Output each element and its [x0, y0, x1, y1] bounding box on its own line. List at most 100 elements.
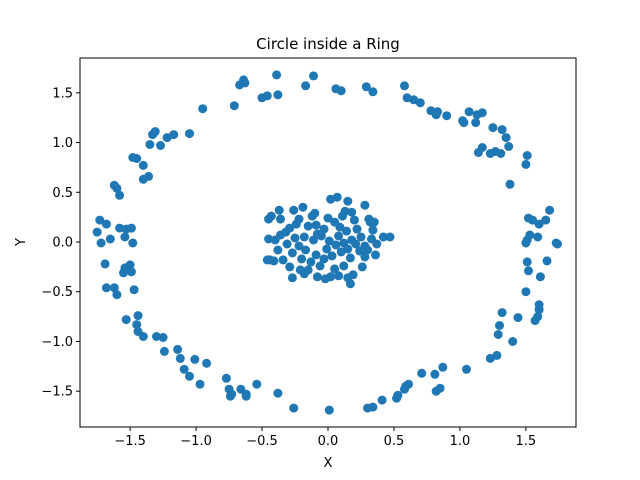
- data-point: [331, 84, 341, 94]
- data-point: [297, 254, 307, 264]
- data-point: [360, 200, 370, 210]
- data-point: [464, 107, 474, 117]
- data-point: [521, 238, 531, 248]
- data-point: [281, 227, 291, 237]
- data-point: [545, 205, 555, 215]
- data-point: [133, 311, 143, 321]
- data-point: [473, 148, 483, 157]
- data-point: [158, 333, 168, 342]
- data-point: [95, 215, 105, 225]
- data-point: [301, 81, 311, 91]
- data-point: [553, 239, 562, 249]
- data-point: [121, 224, 131, 234]
- data-point: [138, 160, 148, 170]
- x-tick-label: −1.0: [180, 434, 212, 449]
- y-axis: −1.5 −1.0 −0.5 0.0 0.5 1.0 1.5: [41, 86, 80, 400]
- data-point: [132, 320, 142, 330]
- y-tick-label: 0.5: [52, 186, 73, 201]
- data-point: [367, 234, 376, 244]
- data-point: [96, 238, 106, 248]
- data-point: [522, 257, 532, 267]
- data-point: [312, 229, 322, 239]
- data-point: [345, 279, 355, 289]
- data-point: [264, 234, 274, 244]
- y-tick-label: −1.0: [41, 335, 73, 350]
- data-point: [497, 308, 507, 318]
- data-point: [534, 300, 544, 310]
- data-point: [190, 354, 200, 364]
- data-point: [120, 232, 130, 242]
- data-point: [145, 140, 155, 149]
- data-point: [352, 224, 362, 234]
- data-point: [355, 246, 365, 256]
- data-point: [115, 190, 125, 200]
- data-point: [319, 254, 329, 264]
- data-point: [361, 82, 371, 92]
- data-point: [521, 287, 531, 297]
- x-axis: −1.5 −1.0 −0.5 0.0 0.5 1.0 1.5: [114, 427, 536, 449]
- data-point: [377, 395, 387, 405]
- data-point: [195, 379, 205, 389]
- data-point: [320, 274, 330, 284]
- data-point: [121, 315, 131, 325]
- data-point: [330, 264, 340, 274]
- data-point: [541, 215, 551, 225]
- x-tick-label: 0.0: [318, 434, 339, 449]
- data-point: [524, 266, 533, 276]
- data-point: [185, 129, 194, 139]
- points-layer: [92, 70, 562, 415]
- y-tick-label: 1.5: [52, 86, 73, 101]
- data-point: [393, 390, 403, 400]
- data-point: [368, 225, 378, 235]
- x-tick-label: 0.5: [384, 434, 405, 449]
- data-point: [315, 261, 325, 271]
- data-point: [266, 211, 276, 221]
- data-point: [338, 211, 347, 221]
- data-point: [307, 211, 317, 221]
- data-point: [257, 93, 267, 103]
- data-point: [128, 238, 138, 248]
- x-tick-label: 1.0: [450, 434, 471, 449]
- data-point: [442, 111, 452, 121]
- data-point: [295, 265, 305, 275]
- data-point: [371, 250, 380, 260]
- data-point: [306, 257, 316, 267]
- chart-title: Circle inside a Ring: [256, 35, 400, 53]
- data-point: [378, 232, 388, 242]
- data-point: [535, 272, 545, 282]
- data-point: [327, 251, 337, 261]
- data-point: [92, 227, 102, 237]
- data-point: [303, 221, 313, 231]
- data-point: [524, 213, 533, 223]
- data-point: [430, 369, 440, 379]
- data-point: [438, 362, 448, 372]
- y-axis-label: Y: [14, 238, 29, 247]
- data-point: [347, 207, 357, 217]
- data-point: [227, 389, 237, 399]
- data-point: [345, 253, 355, 263]
- data-point: [289, 403, 299, 413]
- y-tick-label: −0.5: [41, 285, 73, 300]
- data-point: [198, 104, 208, 114]
- data-point: [402, 93, 412, 103]
- data-point: [289, 205, 299, 215]
- data-point: [285, 262, 295, 272]
- data-point: [334, 231, 344, 241]
- data-point: [125, 260, 135, 270]
- data-point: [311, 220, 321, 230]
- data-point: [309, 71, 318, 81]
- data-point: [301, 245, 311, 255]
- data-point: [522, 151, 532, 160]
- data-point: [521, 159, 531, 169]
- data-point: [343, 196, 353, 206]
- data-point: [294, 241, 304, 251]
- data-point: [471, 118, 481, 128]
- data-point: [100, 259, 110, 269]
- data-point: [462, 364, 471, 374]
- data-point: [433, 107, 442, 117]
- data-point: [505, 179, 515, 189]
- data-point: [368, 402, 378, 412]
- data-point: [319, 224, 329, 234]
- data-point: [241, 391, 251, 401]
- data-point: [324, 236, 334, 246]
